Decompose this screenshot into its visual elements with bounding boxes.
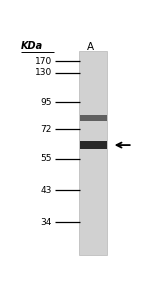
Text: KDa: KDa xyxy=(21,41,43,51)
Text: 170: 170 xyxy=(35,57,52,66)
Bar xyxy=(80,115,106,121)
Text: 55: 55 xyxy=(40,154,52,163)
Bar xyxy=(80,141,106,149)
Text: A: A xyxy=(87,42,94,52)
Bar xyxy=(79,51,107,255)
Text: 95: 95 xyxy=(40,98,52,106)
Text: 72: 72 xyxy=(40,125,52,134)
Text: 43: 43 xyxy=(40,186,52,195)
Text: 34: 34 xyxy=(40,218,52,227)
Text: 130: 130 xyxy=(35,68,52,77)
